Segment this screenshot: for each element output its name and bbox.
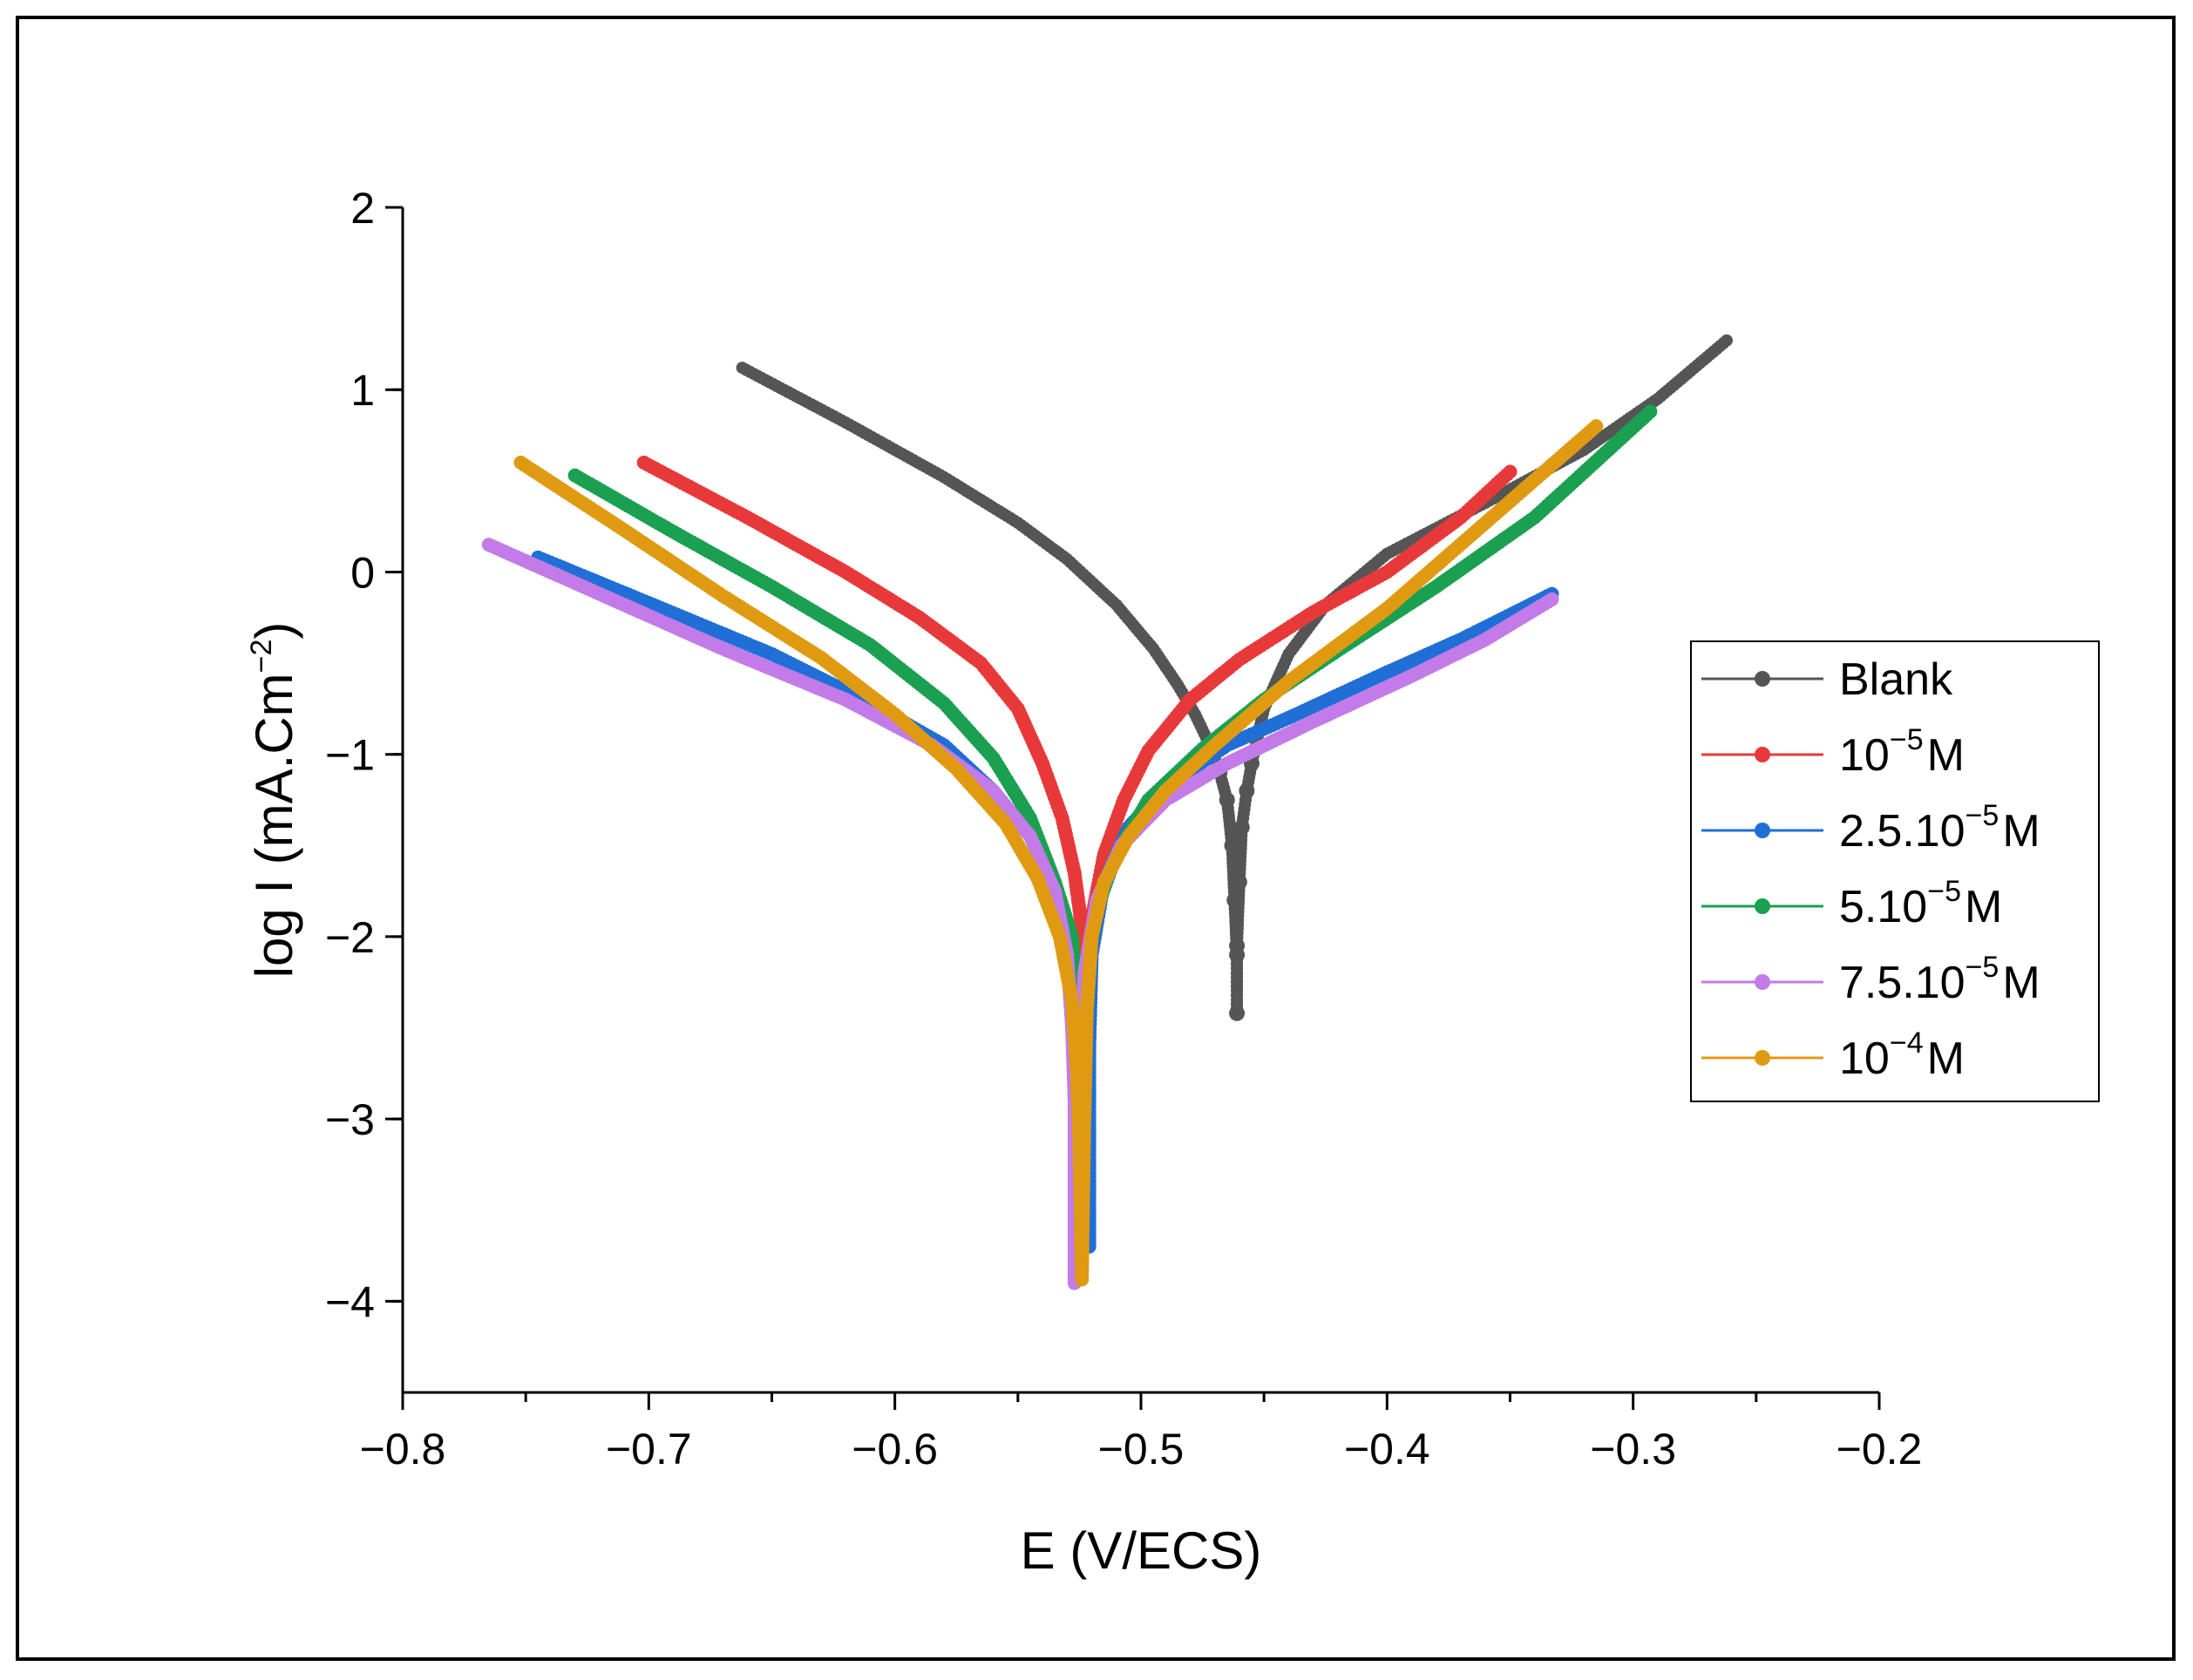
- legend-entry: 10−4M: [1701, 1026, 1965, 1084]
- y-tick-label: −3: [325, 1095, 375, 1144]
- legend-label-main: 5.10: [1839, 882, 1927, 932]
- legend-label-main: 2.5.10: [1839, 806, 1966, 857]
- data-point: [1239, 782, 1255, 799]
- legend-label-sup: −5: [1890, 723, 1924, 756]
- legend-label-unit: M: [1927, 1033, 1965, 1084]
- legend-label-unit: M: [2002, 806, 2040, 857]
- x-tick-label: −0.5: [1098, 1425, 1185, 1473]
- legend-marker: [1755, 898, 1770, 914]
- legend-label-unit: M: [2002, 958, 2040, 1008]
- legend-label: 5.10−5M: [1839, 875, 2002, 932]
- y-tick-label: 0: [350, 548, 375, 597]
- y-tick-label: −4: [325, 1277, 375, 1326]
- x-tick-label: −0.6: [852, 1425, 938, 1473]
- x-tick-label: −0.4: [1344, 1425, 1430, 1473]
- legend-label: 7.5.10−5M: [1839, 951, 2040, 1008]
- y-axis-title-sup: −2: [245, 640, 278, 674]
- y-axis-title: log I (mA.Cm−2): [245, 622, 303, 979]
- legend-marker: [1755, 747, 1770, 762]
- series-0: [736, 334, 1733, 1021]
- series-5: [513, 419, 1604, 1287]
- data-point: [1229, 1005, 1246, 1021]
- legend-label-sup: −5: [1927, 875, 1961, 908]
- legend-entry: 5.10−5M: [1701, 875, 2002, 932]
- series-line: [488, 543, 1553, 1284]
- x-tick-label: −0.7: [606, 1425, 692, 1473]
- legend-label: Blank: [1839, 654, 1953, 705]
- x-tick-label: −0.8: [360, 1425, 446, 1473]
- legend-label-unit: M: [1927, 730, 1965, 781]
- legend-label-unit: M: [1965, 882, 2002, 932]
- legend-label-main: 7.5.10: [1839, 958, 1966, 1008]
- data-point: [1503, 464, 1517, 479]
- legend-marker: [1755, 823, 1770, 838]
- series-layer: [481, 334, 1733, 1290]
- legend-box: [1690, 640, 2100, 1102]
- legend-marker: [1755, 1050, 1770, 1066]
- y-tick-label: 1: [350, 366, 375, 415]
- legend-entry: 7.5.10−5M: [1701, 951, 2040, 1008]
- data-point: [1231, 874, 1247, 891]
- y-tick-label: 2: [350, 184, 375, 233]
- figure-frame: [16, 16, 2176, 1661]
- legend-label: 2.5.10−5M: [1839, 799, 2040, 857]
- data-point: [1721, 334, 1733, 347]
- y-tick-label: −1: [325, 731, 375, 780]
- data-point: [1224, 837, 1240, 854]
- legend-label-main: Blank: [1839, 654, 1953, 705]
- data-point: [1233, 819, 1250, 836]
- data-point: [1226, 892, 1243, 909]
- legend-entry: 10−5M: [1701, 723, 1965, 781]
- legend-marker: [1755, 671, 1770, 687]
- data-point: [1643, 404, 1658, 419]
- legend-label-sup: −4: [1890, 1026, 1924, 1060]
- data-point: [1589, 419, 1604, 434]
- legend-label: 10−5M: [1839, 723, 1965, 781]
- legend-entry: 2.5.10−5M: [1701, 799, 2040, 857]
- y-axis-title-main: log I (mA.Cm: [245, 673, 303, 978]
- legend-label-main: 10: [1839, 730, 1890, 781]
- data-point: [1545, 592, 1559, 606]
- legend-entry: Blank: [1701, 654, 1953, 705]
- x-tick-label: −0.2: [1837, 1425, 1923, 1473]
- legend-marker: [1755, 974, 1770, 990]
- data-point: [1229, 938, 1246, 954]
- legend-label: 10−4M: [1839, 1026, 1965, 1084]
- legend-label-sup: −5: [1966, 951, 2000, 984]
- y-tick-label: −2: [325, 913, 375, 962]
- legend-label-main: 10: [1839, 1033, 1890, 1084]
- x-axis-title: E (V/ECS): [1021, 1521, 1262, 1580]
- series-1: [636, 455, 1517, 980]
- series-4: [481, 538, 1559, 1290]
- legend-label-sup: −5: [1966, 799, 2000, 832]
- y-axis-title-close: ): [245, 622, 303, 640]
- data-point: [1219, 792, 1235, 808]
- x-tick-label: −0.3: [1590, 1425, 1676, 1473]
